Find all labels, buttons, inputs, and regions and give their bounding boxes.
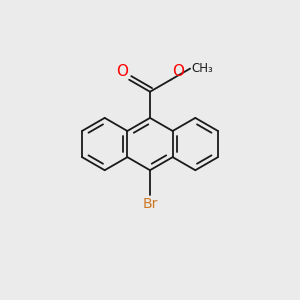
Text: Br: Br	[142, 196, 158, 211]
Text: CH₃: CH₃	[192, 62, 213, 75]
Text: O: O	[172, 64, 184, 79]
Text: O: O	[116, 64, 128, 79]
